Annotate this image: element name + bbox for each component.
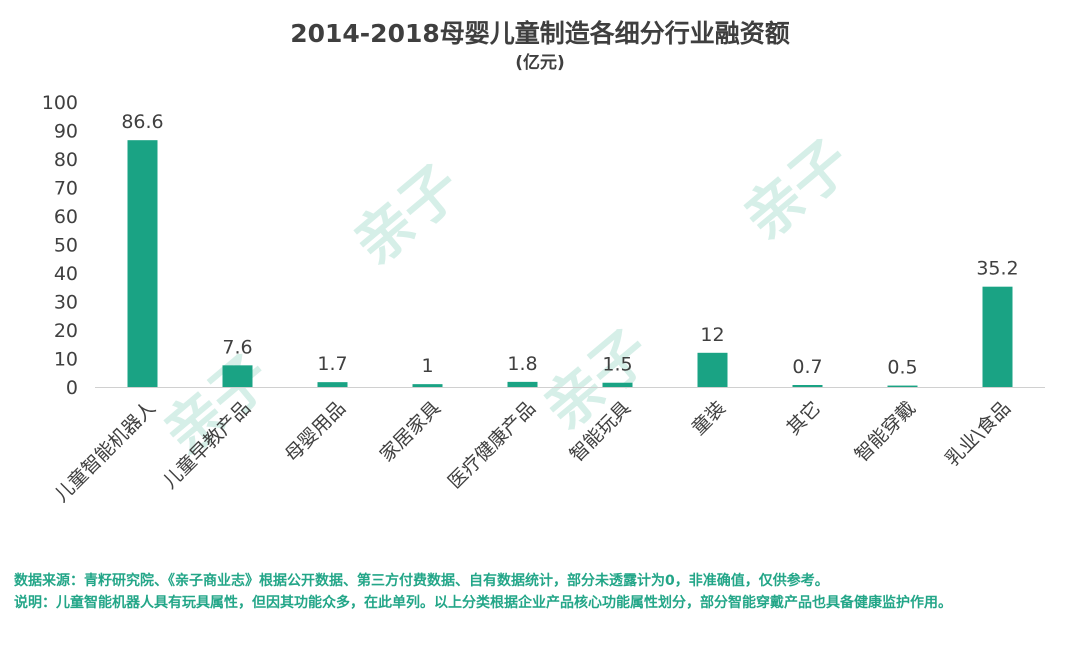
y-tick-label: 10 bbox=[54, 349, 78, 371]
y-tick-label: 80 bbox=[54, 149, 78, 171]
footer-notes: 数据来源：青籽研究院、《亲子商业志》根据公开数据、第三方付费数据、自有数据统计，… bbox=[14, 570, 1072, 614]
x-category-label: 儿童智能机器人 bbox=[50, 397, 160, 507]
x-category-label: 医疗健康产品 bbox=[444, 397, 540, 493]
y-axis: 0 10 20 30 40 50 60 70 80 90 100 bbox=[42, 92, 78, 399]
watermark-logo: 亲子 bbox=[341, 151, 474, 278]
y-tick-label: 40 bbox=[54, 263, 78, 285]
y-tick-label: 100 bbox=[42, 92, 78, 114]
y-tick-label: 50 bbox=[54, 235, 78, 257]
x-category-label: 童装 bbox=[688, 397, 730, 439]
data-label: 7.6 bbox=[222, 336, 252, 358]
x-category-label: 乳业\食品 bbox=[941, 397, 1015, 471]
data-label: 12 bbox=[700, 324, 724, 346]
data-label: 0.5 bbox=[887, 357, 917, 379]
bar-10 bbox=[982, 286, 1013, 387]
chart-title: 2014-2018母婴儿童制造各细分行业融资额 bbox=[290, 19, 790, 48]
y-tick-label: 30 bbox=[54, 292, 78, 314]
data-label: 35.2 bbox=[976, 258, 1018, 280]
y-tick-label: 20 bbox=[54, 320, 78, 342]
data-label: 1.5 bbox=[602, 354, 632, 376]
watermark-logo: 亲子 bbox=[731, 126, 864, 253]
data-label: 86.6 bbox=[121, 111, 163, 133]
y-tick-label: 60 bbox=[54, 206, 78, 228]
bar-8 bbox=[792, 385, 823, 387]
bar-7 bbox=[697, 352, 728, 387]
bar-2 bbox=[222, 365, 253, 387]
chart-unit-label: (亿元) bbox=[515, 53, 565, 73]
y-tick-label: 90 bbox=[54, 121, 78, 143]
bar-1 bbox=[127, 140, 158, 387]
x-category-label: 智能穿戴 bbox=[851, 397, 920, 466]
bar-9 bbox=[887, 385, 918, 387]
data-label: 0.7 bbox=[792, 356, 822, 378]
bar-6 bbox=[602, 382, 633, 387]
bars-group bbox=[127, 140, 1013, 387]
bar-3 bbox=[317, 382, 348, 387]
data-labels-group: 86.6 7.6 1.7 1 1.8 1.5 12 0.7 0.5 35.2 bbox=[121, 111, 1018, 378]
data-label: 1.8 bbox=[507, 353, 537, 375]
bar-5 bbox=[507, 381, 538, 387]
data-source-note: 数据来源：青籽研究院、《亲子商业志》根据公开数据、第三方付费数据、自有数据统计，… bbox=[14, 573, 829, 589]
x-category-label: 母婴用品 bbox=[281, 397, 350, 466]
x-category-label: 家居家具 bbox=[376, 397, 445, 466]
bar-4 bbox=[412, 384, 443, 387]
explanation-note: 说明：儿童智能机器人具有玩具属性，但因其功能众多，在此单列。以上分类根据企业产品… bbox=[14, 595, 952, 611]
y-tick-label: 70 bbox=[54, 178, 78, 200]
data-label: 1.7 bbox=[317, 353, 347, 375]
y-tick-label: 0 bbox=[66, 377, 78, 399]
data-label: 1 bbox=[421, 355, 433, 377]
x-category-label: 其它 bbox=[783, 397, 825, 439]
